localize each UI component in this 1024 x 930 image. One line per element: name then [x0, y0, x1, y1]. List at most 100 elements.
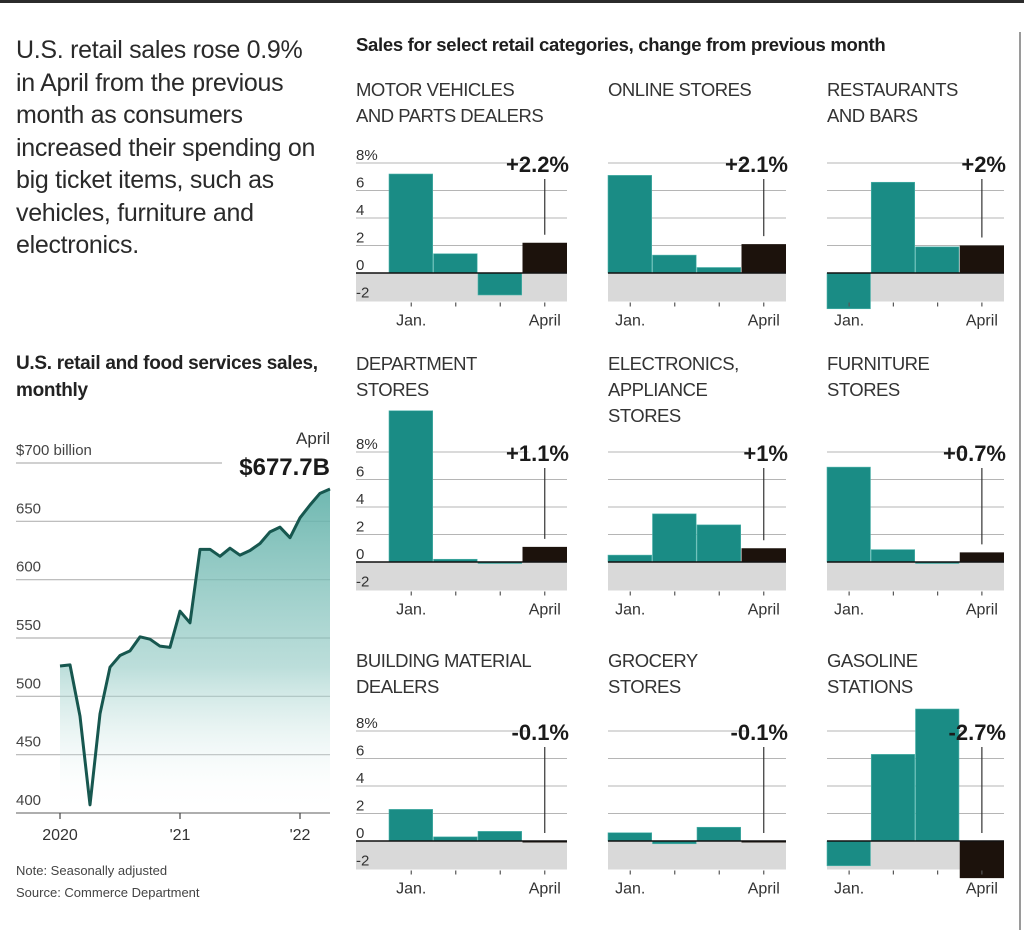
panel-title: RESTAURANTS AND BARS	[827, 79, 958, 126]
y-tick-label: 400	[16, 792, 41, 809]
lede-text: U.S. retail sales rose 0.9% in April fro…	[16, 36, 316, 259]
y-tick-label: 4	[356, 491, 364, 508]
panel-motor-vehicles-and-parts-dealers: -2 0 2 4 6 8% Jan. April +2.2%	[356, 147, 569, 330]
panel-department-stores: -2 0 2 4 6 8% Jan. April +1.1%	[356, 410, 569, 619]
y-tick-label: -2	[356, 853, 369, 870]
bar-latest	[522, 242, 567, 273]
y-tick-label: $700 billion	[16, 442, 92, 459]
x-tick-label: April	[748, 602, 780, 619]
y-tick-label: 2	[356, 798, 364, 815]
line-chart-title: U.S. retail and food services sales, mon…	[16, 353, 318, 401]
y-tick-label: 550	[16, 617, 41, 634]
x-tick-label: Jan.	[834, 313, 864, 330]
panel-restaurants-and-bars: Jan. April +2%	[826, 152, 1006, 330]
bar	[607, 554, 653, 563]
y-tick-label: 0	[356, 257, 364, 274]
callout-value: +2.2%	[506, 152, 569, 177]
bar	[870, 754, 916, 842]
panel-title: ONLINE STORES	[608, 79, 752, 100]
x-tick-label: 2020	[42, 827, 78, 844]
bar	[607, 175, 653, 274]
bar	[826, 466, 871, 563]
y-tick-label: -2	[356, 574, 369, 591]
panel-electronics-appliance-stores: Jan. April +1%	[607, 441, 788, 619]
bar	[388, 410, 434, 563]
x-tick-label: April	[966, 602, 998, 619]
right-rule	[1019, 32, 1021, 930]
x-tick-label: Jan.	[615, 602, 645, 619]
bar	[388, 809, 434, 842]
panel-online-stores: Jan. April +2.1%	[607, 152, 788, 330]
bar-latest	[741, 841, 786, 843]
bar-latest	[741, 548, 786, 562]
annotation-value: $677.7B	[239, 454, 330, 481]
panel-title: BUILDING MATERIAL DEALERS	[356, 650, 532, 697]
x-tick-label: Jan.	[834, 602, 864, 619]
negative-band	[356, 273, 567, 302]
y-tick-label: 0	[356, 825, 364, 842]
panel-furniture-stores: Jan. April +0.7%	[826, 441, 1006, 619]
negative-band	[356, 562, 567, 591]
bar	[433, 253, 478, 274]
bar	[870, 549, 916, 563]
bar	[696, 826, 742, 842]
y-tick-label: 2	[356, 230, 364, 247]
source-text: Source: Commerce Department	[16, 885, 200, 900]
panel-title: FURNITURE STORES	[827, 353, 930, 400]
x-tick-label: Jan.	[396, 602, 426, 619]
y-tick-label: 4	[356, 202, 364, 219]
bar-latest	[522, 841, 567, 843]
x-tick-label: April	[966, 881, 998, 898]
annotation-month: April	[296, 429, 330, 448]
panel-gasoline-stations: Jan. April -2.7%	[826, 708, 1006, 898]
top-rule	[0, 0, 1024, 3]
callout-value: -0.1%	[731, 720, 788, 745]
callout-value: +1%	[743, 441, 788, 466]
callout-value: -2.7%	[949, 720, 1006, 745]
bar	[652, 513, 697, 563]
bar	[652, 254, 697, 274]
panel-title: GASOLINE STATIONS	[827, 650, 918, 697]
panel-building-material-dealers: -2 0 2 4 6 8% Jan. April -0.1%	[356, 715, 569, 898]
small-multiples-title: Sales for select retail categories, chan…	[356, 34, 886, 55]
panel-title: DEPARTMENT STORES	[356, 353, 477, 400]
panel-title: GROCERY STORES	[608, 650, 698, 697]
x-tick-label: Jan.	[615, 881, 645, 898]
x-tick-label: Jan.	[834, 881, 864, 898]
callout-value: +1.1%	[506, 441, 569, 466]
callout-value: +0.7%	[943, 441, 1006, 466]
negative-band	[608, 841, 786, 870]
bar-latest	[522, 546, 567, 562]
bar	[870, 181, 916, 274]
x-tick-label: April	[529, 313, 561, 330]
callout-value: -0.1%	[512, 720, 569, 745]
y-tick-label: 6	[356, 175, 364, 192]
bar	[696, 267, 742, 274]
callout-value: +2.1%	[725, 152, 788, 177]
y-tick-label: -2	[356, 285, 369, 302]
bar	[607, 832, 653, 842]
negative-band	[356, 841, 567, 870]
x-tick-label: Jan.	[615, 313, 645, 330]
y-tick-label: 650	[16, 500, 41, 517]
x-tick-label: Jan.	[396, 881, 426, 898]
y-tick-label: 2	[356, 519, 364, 536]
negative-band	[608, 273, 786, 302]
callout-value: +2%	[961, 152, 1006, 177]
area-fill	[60, 489, 330, 813]
y-tick-label: 6	[356, 464, 364, 481]
bar	[477, 831, 523, 842]
bar-latest	[741, 244, 786, 273]
y-tick-label: 500	[16, 675, 41, 692]
y-tick-label: 450	[16, 734, 41, 751]
x-tick-label: April	[529, 881, 561, 898]
y-tick-label: 4	[356, 770, 364, 787]
panel-title: ELECTRONICS, APPLIANCE STORES	[608, 353, 739, 426]
x-tick-label: April	[966, 313, 998, 330]
note-text: Note: Seasonally adjusted	[16, 863, 168, 878]
x-tick-label: '22	[290, 827, 311, 844]
y-tick-label: 0	[356, 546, 364, 563]
line-chart: 400 450 500 550 600 650 $700 billion 2020 '21 '22…	[16, 429, 331, 844]
sales-line	[59, 487, 331, 807]
